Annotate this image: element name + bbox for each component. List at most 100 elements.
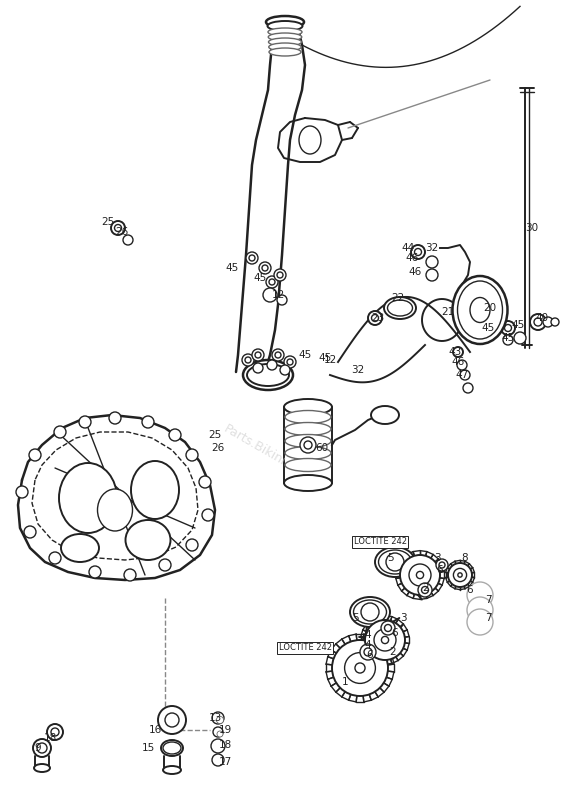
Circle shape	[246, 252, 258, 264]
Ellipse shape	[163, 766, 181, 774]
Ellipse shape	[269, 38, 302, 46]
Text: 8: 8	[462, 553, 468, 563]
Circle shape	[158, 706, 186, 734]
Circle shape	[439, 562, 445, 568]
Text: 18: 18	[43, 733, 57, 743]
Circle shape	[245, 357, 251, 363]
Text: 26: 26	[115, 227, 128, 237]
Text: 22: 22	[391, 293, 404, 303]
Circle shape	[89, 566, 101, 578]
Text: 15: 15	[141, 743, 154, 753]
Circle shape	[514, 332, 526, 344]
Ellipse shape	[285, 411, 331, 423]
Circle shape	[109, 412, 121, 424]
Ellipse shape	[161, 740, 183, 756]
Circle shape	[199, 476, 211, 488]
Circle shape	[272, 349, 284, 361]
Ellipse shape	[353, 600, 386, 624]
Circle shape	[551, 318, 559, 326]
Circle shape	[111, 221, 125, 235]
Circle shape	[530, 314, 546, 330]
Text: 45: 45	[481, 323, 495, 333]
Ellipse shape	[243, 360, 293, 390]
Text: 45: 45	[511, 320, 525, 330]
Circle shape	[274, 269, 286, 281]
Text: 6: 6	[467, 585, 473, 595]
Circle shape	[361, 603, 379, 621]
Text: 44: 44	[402, 243, 415, 253]
Circle shape	[123, 235, 133, 245]
Circle shape	[453, 347, 463, 357]
Text: 19: 19	[218, 725, 232, 735]
Circle shape	[416, 571, 424, 578]
Circle shape	[374, 629, 396, 651]
Text: 5: 5	[387, 553, 393, 563]
Text: 2: 2	[390, 647, 396, 657]
Ellipse shape	[266, 16, 304, 28]
Circle shape	[426, 256, 438, 268]
Text: 46: 46	[408, 267, 421, 277]
Text: 23: 23	[371, 313, 385, 323]
Text: 12: 12	[323, 355, 337, 365]
Circle shape	[255, 352, 261, 358]
Ellipse shape	[350, 597, 390, 627]
Ellipse shape	[378, 550, 411, 574]
Circle shape	[385, 625, 391, 631]
Text: 45: 45	[253, 273, 266, 283]
Circle shape	[415, 248, 421, 255]
Circle shape	[371, 315, 378, 321]
Ellipse shape	[387, 300, 412, 316]
Circle shape	[411, 245, 425, 259]
Circle shape	[165, 713, 179, 727]
Circle shape	[242, 354, 254, 366]
Text: 45: 45	[502, 333, 515, 343]
Circle shape	[253, 363, 263, 373]
Ellipse shape	[285, 422, 331, 436]
Text: 3: 3	[400, 613, 406, 623]
Circle shape	[418, 583, 432, 597]
Ellipse shape	[457, 281, 503, 339]
Ellipse shape	[268, 21, 303, 31]
Circle shape	[460, 370, 470, 380]
Text: 45: 45	[319, 353, 332, 363]
Circle shape	[142, 416, 154, 428]
Ellipse shape	[285, 434, 331, 448]
Ellipse shape	[247, 364, 289, 386]
Circle shape	[277, 295, 287, 305]
Circle shape	[259, 262, 271, 274]
Circle shape	[16, 486, 28, 498]
Circle shape	[216, 717, 224, 724]
Text: 6: 6	[392, 628, 398, 638]
Ellipse shape	[470, 297, 490, 323]
Circle shape	[266, 276, 278, 288]
Text: LOCTITE 242: LOCTITE 242	[278, 644, 332, 653]
Text: 20: 20	[483, 303, 496, 313]
Circle shape	[287, 359, 293, 365]
Circle shape	[252, 349, 264, 361]
Circle shape	[284, 356, 296, 368]
Circle shape	[381, 637, 389, 644]
Text: 18: 18	[218, 740, 232, 750]
Circle shape	[467, 582, 493, 608]
Circle shape	[543, 317, 553, 327]
Text: 47: 47	[456, 370, 469, 380]
Ellipse shape	[98, 489, 132, 531]
Ellipse shape	[61, 534, 99, 562]
Ellipse shape	[268, 33, 302, 41]
Circle shape	[202, 509, 214, 521]
Circle shape	[159, 559, 171, 571]
Text: 7: 7	[485, 613, 491, 623]
Circle shape	[504, 324, 512, 331]
Ellipse shape	[284, 475, 332, 491]
Ellipse shape	[285, 446, 331, 460]
Circle shape	[473, 603, 487, 617]
Circle shape	[300, 437, 316, 453]
Text: 4: 4	[365, 640, 371, 650]
Circle shape	[409, 564, 431, 586]
Circle shape	[24, 526, 36, 538]
Text: 25: 25	[208, 430, 222, 440]
Circle shape	[212, 712, 224, 724]
Circle shape	[355, 663, 365, 673]
Text: Parts.Bikini: Parts.Bikini	[222, 422, 289, 468]
Ellipse shape	[375, 547, 415, 577]
